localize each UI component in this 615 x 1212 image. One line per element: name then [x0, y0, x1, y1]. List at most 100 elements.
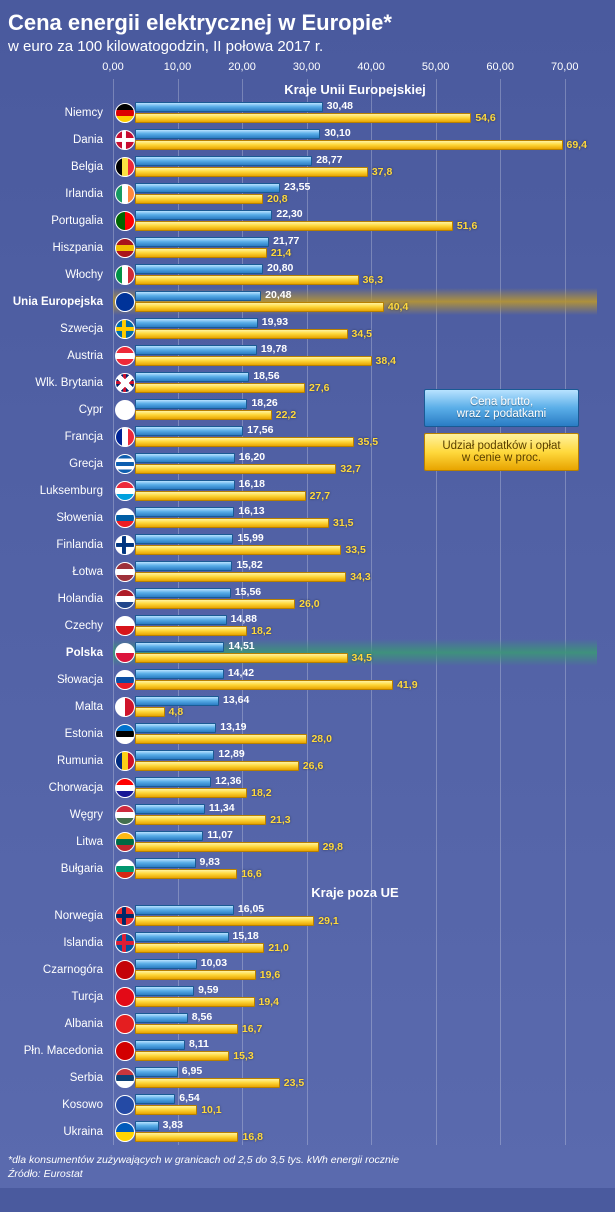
value-price: 30,48	[327, 100, 353, 112]
bar-price	[135, 453, 235, 463]
bar-price	[135, 183, 280, 193]
value-tax: 27,6	[309, 382, 329, 394]
bar-price	[135, 534, 233, 544]
value-price: 6,95	[182, 1065, 202, 1077]
row-label: Luksemburg	[40, 485, 103, 497]
bar-price	[135, 804, 205, 814]
row-label: Włochy	[65, 269, 103, 281]
row-label: Węgry	[70, 809, 103, 821]
bar-price	[135, 345, 257, 355]
legend-gold: Udział podatków i opłatw cenie w proc.	[424, 433, 579, 471]
grid-area: Kraje Unii EuropejskiejNiemcy30,4854,6Da…	[113, 79, 597, 1145]
bar-tax	[135, 329, 348, 339]
flag-icon	[115, 481, 135, 501]
flag-icon	[115, 616, 135, 636]
value-tax: 29,1	[318, 915, 338, 927]
value-price: 6,54	[179, 1092, 199, 1104]
value-price: 20,80	[267, 262, 293, 274]
row-label: Wlk. Brytania	[35, 377, 103, 389]
row-label: Norwegia	[54, 910, 103, 922]
data-row: Dania30,1069,4	[113, 126, 597, 153]
bar-price	[135, 1094, 175, 1104]
value-tax: 33,5	[345, 544, 365, 556]
value-price: 13,19	[220, 721, 246, 733]
flag-icon	[115, 805, 135, 825]
data-row: Szwecja19,9334,5	[113, 315, 597, 342]
flag-icon	[115, 1068, 135, 1088]
row-label: Ukraina	[63, 1126, 103, 1138]
row-label: Chorwacja	[49, 782, 103, 794]
value-tax: 19,6	[260, 969, 280, 981]
value-tax: 34,3	[350, 571, 370, 583]
chart-container: Cena energii elektrycznej w Europie* w e…	[0, 0, 615, 1188]
data-row: Estonia13,1928,0	[113, 720, 597, 747]
flag-icon	[115, 184, 135, 204]
value-tax: 16,7	[242, 1023, 262, 1035]
flag-icon	[115, 535, 135, 555]
bar-price	[135, 372, 249, 382]
bar-price	[135, 1040, 185, 1050]
flag-icon	[115, 832, 135, 852]
value-price: 15,18	[233, 930, 259, 942]
data-row: Polska14,5134,5	[113, 639, 597, 666]
value-price: 14,42	[228, 667, 254, 679]
data-row: Włochy20,8036,3	[113, 261, 597, 288]
bar-tax	[135, 788, 247, 798]
data-row: Węgry11,3421,3	[113, 801, 597, 828]
bar-tax	[135, 599, 295, 609]
flag-icon	[115, 562, 135, 582]
value-tax: 18,2	[251, 625, 271, 637]
bar-price	[135, 561, 232, 571]
row-label: Szwecja	[60, 323, 103, 335]
value-price: 8,11	[189, 1038, 209, 1050]
value-price: 18,56	[253, 370, 279, 382]
source: Źródło: Eurostat	[8, 1168, 607, 1180]
flag-icon	[115, 346, 135, 366]
bar-tax	[135, 302, 384, 312]
data-row: Słowacja14,4241,9	[113, 666, 597, 693]
flag-icon	[115, 400, 135, 420]
data-row: Rumunia12,8926,6	[113, 747, 597, 774]
flag-icon	[115, 1014, 135, 1034]
value-tax: 38,4	[376, 355, 396, 367]
bar-price	[135, 318, 258, 328]
value-tax: 16,6	[241, 868, 261, 880]
flag-icon	[115, 1041, 135, 1061]
row-label: Francja	[65, 431, 103, 443]
data-row: Niemcy30,4854,6	[113, 99, 597, 126]
flag-icon	[115, 859, 135, 879]
value-price: 19,78	[261, 343, 287, 355]
value-price: 15,82	[236, 559, 262, 571]
flag-icon	[115, 724, 135, 744]
flag-icon	[115, 103, 135, 123]
bar-price	[135, 959, 197, 969]
row-label: Estonia	[65, 728, 103, 740]
value-tax: 40,4	[388, 301, 408, 313]
data-row: Finlandia15,9933,5	[113, 531, 597, 558]
flag-icon	[115, 157, 135, 177]
row-label: Irlandia	[65, 188, 103, 200]
value-price: 13,64	[223, 694, 249, 706]
bar-price	[135, 750, 214, 760]
bar-tax	[135, 1105, 197, 1115]
value-price: 12,36	[215, 775, 241, 787]
value-price: 15,99	[237, 532, 263, 544]
row-label: Albania	[65, 1018, 103, 1030]
bar-price	[135, 932, 229, 942]
legend: Cena brutto,wraz z podatkami Udział poda…	[424, 389, 579, 477]
axis-tick: 30,00	[293, 61, 321, 73]
value-tax: 21,4	[271, 247, 291, 259]
bar-tax	[135, 1132, 238, 1142]
flag-icon	[115, 292, 135, 312]
bar-price	[135, 1013, 188, 1023]
row-label: Cypr	[79, 404, 103, 416]
value-tax: 51,6	[457, 220, 477, 232]
bar-price	[135, 237, 269, 247]
value-tax: 18,2	[251, 787, 271, 799]
data-row: Norwegia16,0529,1	[113, 902, 597, 929]
value-price: 11,07	[207, 829, 233, 841]
flag-icon	[115, 697, 135, 717]
value-price: 16,05	[238, 903, 264, 915]
value-tax: 34,5	[352, 328, 372, 340]
data-row: Unia Europejska20,4840,4	[113, 288, 597, 315]
